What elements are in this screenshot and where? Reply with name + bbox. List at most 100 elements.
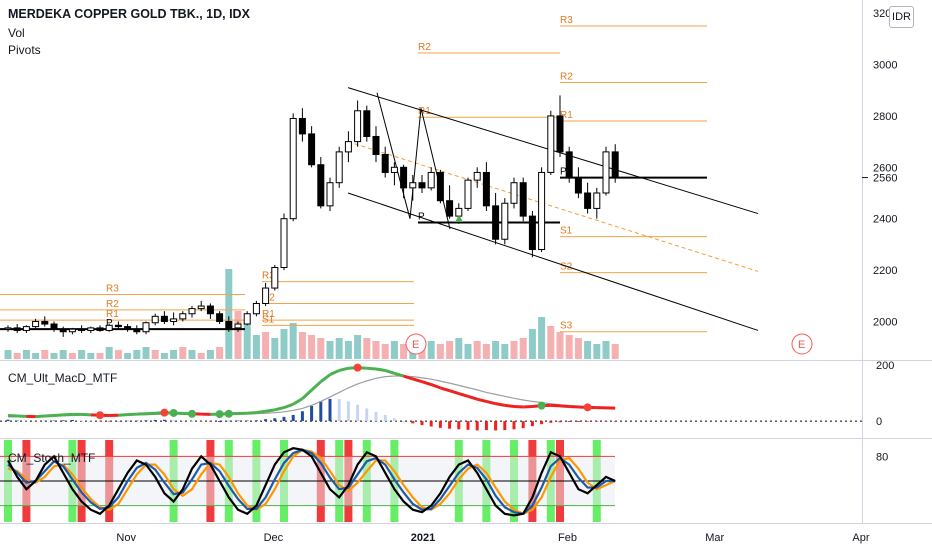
macd-line-segment xyxy=(81,412,91,417)
volume-bar xyxy=(124,353,132,359)
macd-line-segment xyxy=(569,404,579,409)
macd-line-segment xyxy=(486,399,496,406)
pivot-label: R2 xyxy=(418,42,431,53)
candle-body xyxy=(68,328,76,333)
candle-body xyxy=(289,117,297,220)
macd-histogram-bar xyxy=(530,421,534,427)
stoch-d-line xyxy=(7,448,616,516)
volume-bar xyxy=(501,344,509,359)
candle-body xyxy=(611,151,619,179)
candle-body xyxy=(197,305,205,310)
macd-line-segment xyxy=(393,371,405,378)
pivot-label: S3 xyxy=(560,321,573,332)
macd-line-segment xyxy=(256,409,266,415)
candle-body xyxy=(584,192,592,209)
candle-body xyxy=(381,153,389,173)
y-tick-label: 2600 xyxy=(873,162,897,174)
candle-body xyxy=(308,133,316,166)
volume-bar xyxy=(32,353,40,359)
candle-body xyxy=(22,326,30,331)
macd-histogram-bar xyxy=(613,421,617,422)
macd-histogram-bar xyxy=(153,419,157,422)
macd-histogram-bar xyxy=(328,398,332,422)
volume-bar xyxy=(482,344,490,359)
volume-bar xyxy=(87,353,95,359)
candle-body xyxy=(170,318,178,322)
candle-body xyxy=(114,324,122,328)
macd-histogram-bar xyxy=(52,420,56,422)
volume-bar xyxy=(381,344,389,359)
volume-bar xyxy=(528,329,536,359)
candle-body xyxy=(32,320,40,328)
volume-bar xyxy=(170,350,178,359)
macd-pane-label: CM_Ult_MacD_MTF xyxy=(8,371,118,385)
candle-body xyxy=(344,141,352,153)
volume-bar xyxy=(326,341,334,359)
macd-histogram-bar xyxy=(576,421,580,422)
macd-line-segment xyxy=(319,373,331,383)
macd-line-segment xyxy=(421,380,432,386)
volume-bar xyxy=(252,335,260,359)
stoch-y-tick-label: 80 xyxy=(876,451,888,463)
pivot-label: P xyxy=(106,318,113,329)
channel-lower-line xyxy=(347,192,759,331)
macd-line-segment xyxy=(550,403,561,408)
candle-body xyxy=(216,313,224,322)
y-tick-label: 3000 xyxy=(873,60,897,72)
volume-bar xyxy=(510,341,518,359)
pattern-line xyxy=(376,92,451,230)
candle-body xyxy=(400,166,408,189)
macd-line-segment xyxy=(44,413,55,418)
volume-bar xyxy=(96,353,104,359)
volume-bar xyxy=(280,329,288,359)
macd-line-segment xyxy=(504,403,515,408)
macd-cross-dot xyxy=(160,408,169,417)
candle-body xyxy=(482,171,490,207)
candle-body xyxy=(234,323,242,329)
candle-body xyxy=(390,166,398,173)
candle-body xyxy=(151,315,159,324)
macd-line-segment xyxy=(449,389,460,395)
channel-mid-line xyxy=(347,141,759,272)
macd-histogram-bar xyxy=(365,408,369,422)
macd-line-segment xyxy=(559,404,570,408)
volume-bar xyxy=(547,326,555,359)
candle-body xyxy=(271,267,279,289)
volume-bar xyxy=(197,353,205,359)
macd-line-segment xyxy=(118,413,128,417)
pivot-label: S1 xyxy=(560,226,573,237)
macd-histogram-bar xyxy=(466,421,470,430)
volume-bar xyxy=(78,350,86,359)
x-tick-label: Mar xyxy=(705,532,724,544)
macd-cross-dot xyxy=(169,408,178,417)
macd-cross-dot xyxy=(224,409,233,418)
macd-histogram-bar xyxy=(218,421,222,423)
macd-histogram-bar xyxy=(15,420,19,422)
macd-histogram-bar xyxy=(475,421,479,431)
candle-body xyxy=(556,115,564,153)
volume-bar xyxy=(68,353,76,359)
macd-histogram-bar xyxy=(429,421,433,427)
macd-line-segment xyxy=(145,411,156,416)
macd-histogram-bar xyxy=(558,421,562,423)
candle-body xyxy=(160,315,168,322)
volume-bar xyxy=(492,341,500,359)
candle-body xyxy=(243,313,251,325)
macd-line-segment xyxy=(467,394,478,401)
volume-bar xyxy=(206,350,214,359)
pivots-label: Pivots xyxy=(8,43,41,57)
macd-histogram-bar xyxy=(80,420,84,422)
macd-histogram-bar xyxy=(337,399,341,422)
macd-line-segment xyxy=(338,366,349,372)
macd-histogram-bar xyxy=(107,421,111,422)
volume-bar xyxy=(372,341,380,359)
currency-button[interactable]: IDR xyxy=(889,6,914,28)
stoch-b-line xyxy=(7,448,616,515)
macd-histogram-bar xyxy=(245,420,249,422)
macd-cross-dot xyxy=(537,401,546,410)
x-tick-label: Apr xyxy=(852,532,869,544)
macd-histogram-bar xyxy=(402,421,406,423)
pivot-label: P xyxy=(560,167,567,178)
